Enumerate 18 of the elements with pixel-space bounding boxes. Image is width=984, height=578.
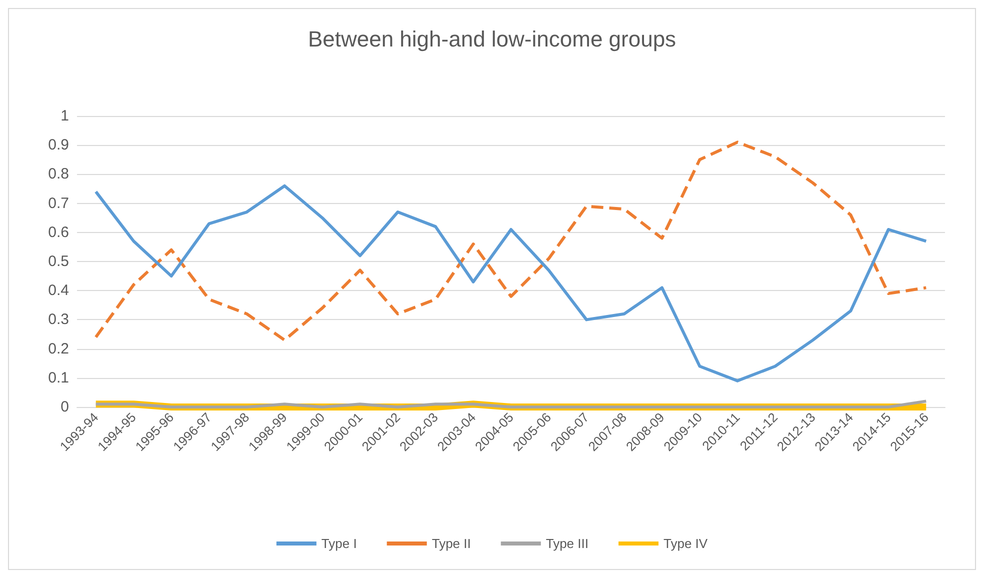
y-tick-label: 0.4: [48, 282, 69, 300]
legend-label: Type III: [546, 536, 588, 551]
chart-title: Between high-and low-income groups: [308, 26, 676, 52]
y-tick-label: 0.8: [48, 166, 69, 183]
y-tick-label: 0.1: [48, 369, 69, 386]
line-series: [94, 140, 928, 342]
y-tick-label: 1: [60, 108, 69, 124]
y-tick-label: 0.9: [48, 136, 69, 154]
y-tick-label: 0.7: [48, 194, 69, 212]
y-tick-label: 0: [60, 398, 69, 416]
y-tick-label: 0.6: [48, 224, 69, 241]
legend-label: Type IV: [663, 536, 708, 551]
legend-label: Type II: [432, 536, 471, 551]
y-tick-label: 0.2: [48, 340, 69, 358]
legend-label: Type I: [321, 536, 357, 551]
y-tick-label: 0.5: [48, 253, 69, 270]
line-series: [94, 184, 928, 382]
y-tick-label: 0.3: [48, 311, 69, 328]
